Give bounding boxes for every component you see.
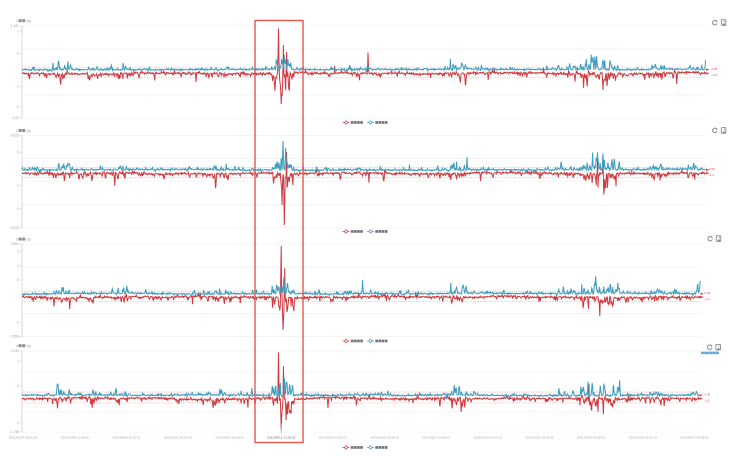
svg-text:-1.2: -1.2 — [705, 297, 711, 301]
svg-text:2021/05/07 00:01:26: 2021/05/07 00:01:26 — [9, 436, 38, 440]
svg-text:2021/05/09 16:31:01: 2021/05/09 16:31:01 — [112, 436, 141, 440]
svg-text:2.551: 2.551 — [11, 242, 19, 246]
svg-text:3: 3 — [16, 238, 18, 242]
svg-text:2021/05/14 12:01:21: 2021/05/14 12:01:21 — [319, 436, 348, 440]
svg-text:0.05: 0.05 — [705, 291, 711, 295]
svg-text:2021/05/21 10:03:11: 2021/05/21 10:03:11 — [525, 436, 553, 440]
svg-text:2021/05/08 11:08:06: 2021/05/08 11:08:06 — [61, 436, 89, 440]
svg-text:0.05: 0.05 — [712, 67, 718, 71]
svg-text:(s): (s) — [27, 129, 31, 133]
svg-text:2021/05/27 09:58:02: 2021/05/27 09:58:02 — [680, 436, 709, 440]
svg-text:-1.2: -1.2 — [712, 73, 718, 77]
svg-text:-1: -1 — [16, 85, 19, 89]
svg-text:0: 0 — [17, 278, 19, 282]
svg-text:2021/05/17 20:58:14: 2021/05/17 20:58:14 — [422, 436, 451, 440]
svg-text:0: 0 — [17, 52, 19, 56]
svg-text:4: 4 — [16, 344, 18, 348]
svg-text:(s): (s) — [27, 238, 31, 242]
svg-text:-3.554: -3.554 — [10, 335, 20, 339]
svg-text:2: 2 — [16, 129, 18, 133]
svg-text:2: 2 — [17, 250, 19, 254]
svg-text:-1.2: -1.2 — [709, 173, 715, 177]
svg-text:2021/05/11 02:01:22: 2021/05/11 02:01:22 — [164, 436, 192, 440]
svg-text:2021/05/19 14:01:21: 2021/05/19 14:01:21 — [474, 436, 503, 440]
svg-text:(s): (s) — [27, 344, 31, 348]
svg-text:-1.51: -1.51 — [11, 116, 19, 120]
svg-text:-2: -2 — [16, 321, 19, 325]
svg-text:0.05: 0.05 — [705, 393, 711, 397]
svg-text:-1: -1 — [16, 184, 19, 188]
svg-text:-2: -2 — [16, 207, 19, 211]
svg-text:1: 1 — [17, 264, 19, 268]
svg-text:-3.575: -3.575 — [10, 226, 20, 230]
svg-text:1: 1 — [17, 359, 19, 363]
svg-text:2021/05/16 02:34:14: 2021/05/16 02:34:14 — [370, 436, 399, 440]
svg-text:1.197: 1.197 — [11, 24, 19, 28]
svg-text:-1.756: -1.756 — [10, 430, 20, 434]
svg-text:(s): (s) — [27, 19, 31, 23]
svg-text:0.05: 0.05 — [709, 167, 715, 171]
svg-text:2.194: 2.194 — [11, 349, 19, 353]
svg-text:0: 0 — [17, 151, 19, 155]
svg-text:-1: -1 — [16, 421, 19, 425]
svg-text:2021/05/23 03:58:21: 2021/05/23 03:58:21 — [577, 436, 606, 440]
svg-text:2021/05/12 13:26:26: 2021/05/12 13:26:26 — [267, 436, 296, 440]
svg-text:-1.2: -1.2 — [705, 398, 711, 402]
svg-text:2021/05/12 06:06:23: 2021/05/12 06:06:23 — [215, 436, 244, 440]
svg-text:-2: -2 — [16, 105, 19, 109]
svg-text:1: 1 — [16, 19, 18, 23]
svg-text:1: 1 — [17, 29, 19, 33]
svg-text:0.815: 0.815 — [11, 134, 19, 138]
svg-text:2021/05/25 18:21:10: 2021/05/25 18:21:10 — [629, 436, 658, 440]
svg-text:0: 0 — [17, 384, 19, 388]
